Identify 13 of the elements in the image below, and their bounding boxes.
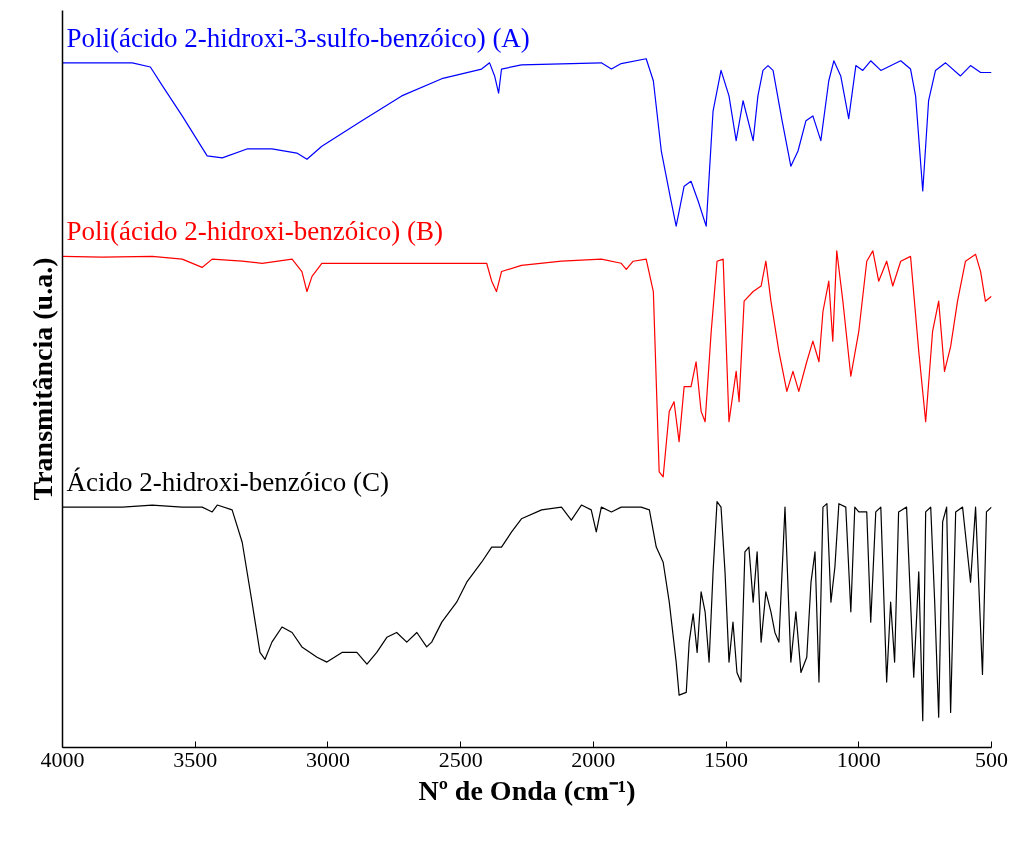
x-tick-label: 3500 [173, 746, 218, 772]
series-label: Poli(ácido 2-hidroxi-3-sulfo-benzóico) (A) [66, 22, 530, 53]
y-axis-title: Transmitância (u.a.) [26, 257, 58, 501]
x-tick-label: 1500 [704, 746, 749, 772]
x-axis-title: Nº de Onda (cm⁻¹) [418, 774, 636, 806]
x-tick-label: 2500 [438, 746, 483, 772]
x-tick-label: 500 [975, 746, 1008, 772]
x-tick-label: 3000 [305, 746, 350, 772]
x-tick-label: 1000 [836, 746, 881, 772]
series-label: Ácido 2-hidroxi-benzóico (C) [66, 466, 389, 497]
x-tick-label: 4000 [40, 746, 85, 772]
series-label: Poli(ácido 2-hidroxi-benzóico) (B) [66, 216, 443, 247]
x-tick-label: 2000 [571, 746, 616, 772]
